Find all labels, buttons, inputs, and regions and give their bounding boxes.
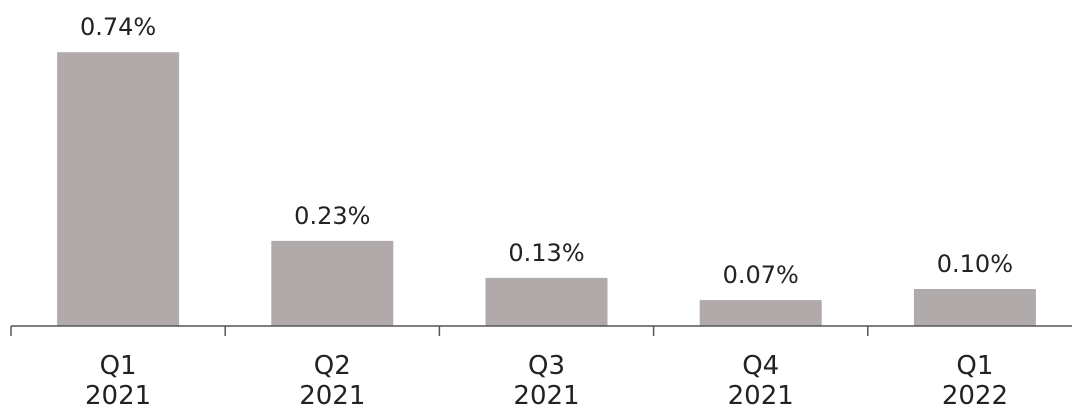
data-label: 0.07% [723, 261, 799, 289]
x-tick-label-year: 2021 [85, 381, 151, 411]
bar [57, 52, 180, 326]
bar [271, 240, 394, 326]
bars-layer [57, 52, 1036, 326]
x-tick-label-year: 2021 [299, 381, 365, 411]
x-tick-label-quarter: Q1 [956, 351, 993, 381]
x-tick-label-year: 2021 [513, 381, 579, 411]
x-tick-label-quarter: Q4 [742, 351, 779, 381]
data-label: 0.10% [937, 250, 1013, 278]
data-label: 0.23% [294, 202, 370, 230]
x-tick-label-year: 2022 [942, 381, 1008, 411]
labels-layer: 0.74%Q120210.23%Q220210.13%Q320210.07%Q4… [80, 13, 1013, 411]
x-tick-label-year: 2021 [728, 381, 794, 411]
x-tick-label-quarter: Q3 [528, 351, 565, 381]
x-tick-label-quarter: Q2 [314, 351, 351, 381]
bar [913, 289, 1036, 326]
data-label: 0.74% [80, 13, 156, 41]
x-tick-label-quarter: Q1 [100, 351, 137, 381]
bar [485, 277, 608, 326]
bar [699, 300, 822, 326]
x-axis [10, 325, 1072, 336]
data-label: 0.13% [508, 239, 584, 267]
